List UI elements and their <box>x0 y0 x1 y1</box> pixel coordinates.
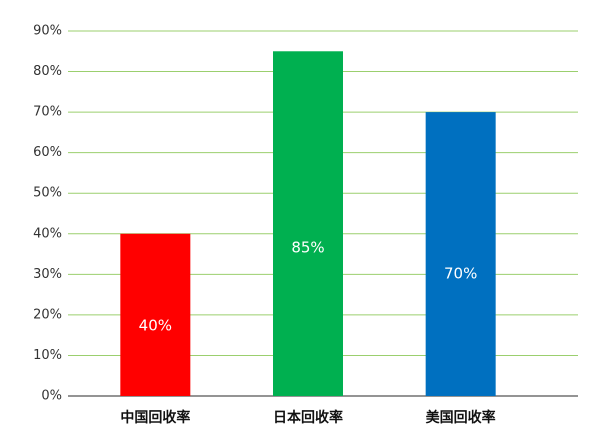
value-label: 85% <box>291 238 324 256</box>
bar <box>425 112 496 396</box>
y-tick-label: 60% <box>33 145 62 160</box>
y-tick-label: 10% <box>33 348 62 363</box>
x-tick-label: 美国回收率 <box>426 409 496 426</box>
y-tick-label: 0% <box>41 389 62 404</box>
value-label: 70% <box>444 264 477 282</box>
y-tick-label: 70% <box>33 105 62 120</box>
y-tick-label: 30% <box>33 267 62 282</box>
x-tick-label: 日本回收率 <box>273 409 343 426</box>
bar <box>120 233 191 396</box>
y-tick-label: 40% <box>33 226 62 241</box>
y-tick-label: 20% <box>33 307 62 322</box>
bar <box>273 51 343 397</box>
y-tick-label: 80% <box>33 64 62 79</box>
x-tick-label: 中国回收率 <box>120 409 190 426</box>
y-tick-label: 50% <box>33 186 62 201</box>
value-label: 40% <box>139 317 172 335</box>
y-tick-label: 90% <box>33 24 62 39</box>
